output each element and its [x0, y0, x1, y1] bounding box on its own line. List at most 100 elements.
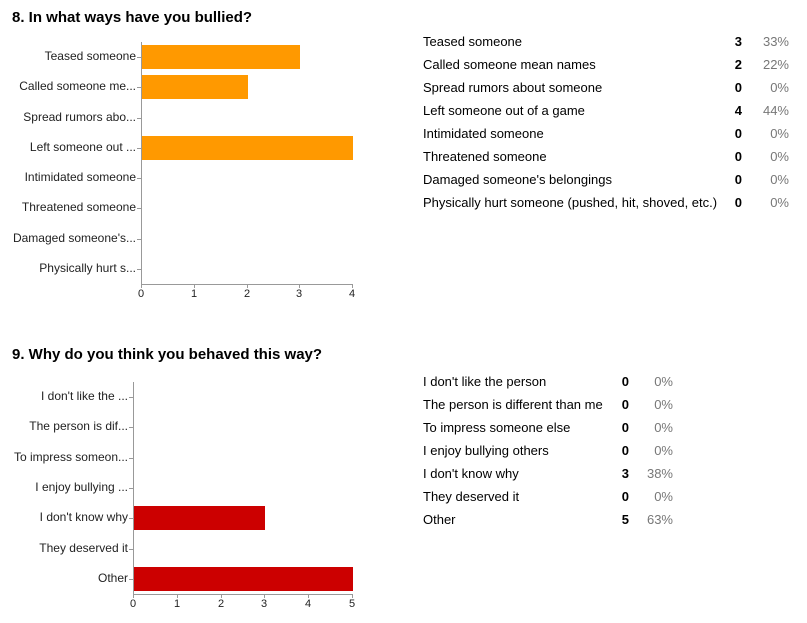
x-tick-label: 3: [295, 288, 303, 300]
bar[interactable]: [142, 136, 353, 160]
answer-label: They deserved it: [423, 489, 520, 504]
answer-percent: 0%: [770, 172, 789, 187]
question-9-results-table: I don't like the person 0 0% The person …: [423, 374, 703, 544]
answer-label: Other: [423, 512, 456, 527]
category-label: I enjoy bullying ...: [35, 480, 128, 494]
x-tick: [247, 284, 248, 288]
answer-label: I enjoy bullying others: [423, 443, 549, 458]
x-tick: [299, 284, 300, 288]
category-label: Teased someone: [44, 49, 136, 64]
x-tick-label: 0: [129, 598, 137, 610]
answer-percent: 33%: [762, 34, 789, 49]
y-tick: [137, 57, 141, 58]
bar[interactable]: [134, 567, 353, 591]
x-tick: [264, 594, 265, 598]
category-label: I don't know why: [39, 510, 128, 525]
result-row: Physically hurt someone (pushed, hit, sh…: [423, 195, 803, 213]
result-row: Called someone mean names 2 22%: [423, 57, 803, 75]
answer-count: 5: [621, 512, 629, 527]
answer-count: 0: [621, 443, 629, 458]
x-tick-label: 1: [173, 598, 181, 610]
y-tick: [129, 458, 133, 459]
answer-percent: 0%: [654, 397, 673, 412]
question-8-bar-chart: Teased someone Called someone me... Spread…: [0, 0, 400, 310]
y-tick: [137, 87, 141, 88]
category-label: Spread rumors abo...: [23, 109, 136, 124]
answer-percent: 0%: [770, 149, 789, 164]
answer-percent: 0%: [654, 443, 673, 458]
category-label: Other: [97, 570, 128, 585]
x-tick-label: 4: [348, 288, 356, 300]
answer-label: Left someone out of a game: [423, 103, 585, 118]
category-label: They deserved it: [39, 540, 128, 555]
x-tick: [308, 594, 309, 598]
answer-label: Intimidated someone: [423, 126, 544, 141]
bar[interactable]: [142, 45, 300, 69]
answer-count: 0: [734, 172, 742, 187]
category-label: Left someone out ...: [29, 139, 136, 154]
answer-label: Called someone mean names: [423, 57, 596, 72]
x-tick-label: 0: [137, 288, 145, 300]
x-tick: [352, 594, 353, 598]
answer-label: I don't know why: [423, 466, 519, 481]
answer-label: Spread rumors about someone: [423, 80, 603, 95]
y-axis-line: [133, 382, 134, 594]
y-tick: [129, 397, 133, 398]
result-row: Teased someone 3 33%: [423, 34, 803, 52]
y-tick: [129, 518, 133, 519]
x-tick: [133, 594, 134, 598]
y-tick: [129, 579, 133, 580]
answer-count: 0: [621, 420, 629, 435]
y-tick: [137, 269, 141, 270]
answer-label: The person is different than me: [423, 397, 603, 412]
answer-label: Physically hurt someone (pushed, hit, sh…: [423, 195, 718, 210]
answer-count: 2: [734, 57, 742, 72]
result-row: Damaged someone's belongings 0 0%: [423, 172, 803, 190]
x-axis-line: [133, 594, 353, 595]
answer-count: 3: [734, 34, 742, 49]
x-tick: [177, 594, 178, 598]
x-tick-label: 3: [260, 598, 268, 610]
category-label: Called someone me...: [19, 79, 136, 94]
answer-percent: 63%: [646, 512, 673, 527]
answer-percent: 38%: [646, 466, 673, 481]
answer-percent: 22%: [762, 57, 789, 72]
question-9-title: 9. Why do you think you behaved this way…: [12, 346, 323, 363]
result-row: Threatened someone 0 0%: [423, 149, 803, 167]
answer-percent: 0%: [770, 195, 789, 210]
answer-label: To impress someone else: [423, 420, 571, 435]
bar[interactable]: [142, 75, 248, 99]
answer-label: Threatened someone: [423, 149, 547, 164]
result-row: Intimidated someone 0 0%: [423, 126, 803, 144]
x-tick-label: 5: [348, 598, 356, 610]
category-label: To impress someon...: [13, 449, 128, 464]
question-8-results-table: Teased someone 3 33% Called someone mean…: [423, 34, 803, 224]
y-tick: [137, 239, 141, 240]
answer-count: 0: [734, 195, 742, 210]
question-9-bar-chart: I don't like the ... The person is dif...…: [0, 0, 400, 623]
bar[interactable]: [134, 506, 265, 530]
y-tick: [129, 488, 133, 489]
answer-count: 4: [734, 103, 742, 118]
result-row: Other 5 63%: [423, 512, 703, 530]
answer-percent: 0%: [654, 420, 673, 435]
y-tick: [129, 427, 133, 428]
x-tick-label: 1: [190, 288, 198, 300]
answer-count: 0: [734, 149, 742, 164]
question-8-title: 8. In what ways have you bullied?: [12, 9, 253, 26]
category-label: Physically hurt s...: [39, 260, 136, 275]
x-tick-label: 2: [243, 288, 251, 300]
result-row: They deserved it 0 0%: [423, 489, 703, 507]
answer-percent: 44%: [762, 103, 789, 118]
answer-percent: 0%: [770, 126, 789, 141]
y-tick: [137, 208, 141, 209]
y-tick: [137, 148, 141, 149]
x-tick: [194, 284, 195, 288]
y-tick: [137, 178, 141, 179]
category-label: Intimidated someone: [24, 170, 136, 185]
answer-count: 0: [621, 489, 629, 504]
x-tick-label: 2: [217, 598, 225, 610]
y-tick: [129, 549, 133, 550]
answer-count: 0: [734, 126, 742, 141]
answer-percent: 0%: [770, 80, 789, 95]
